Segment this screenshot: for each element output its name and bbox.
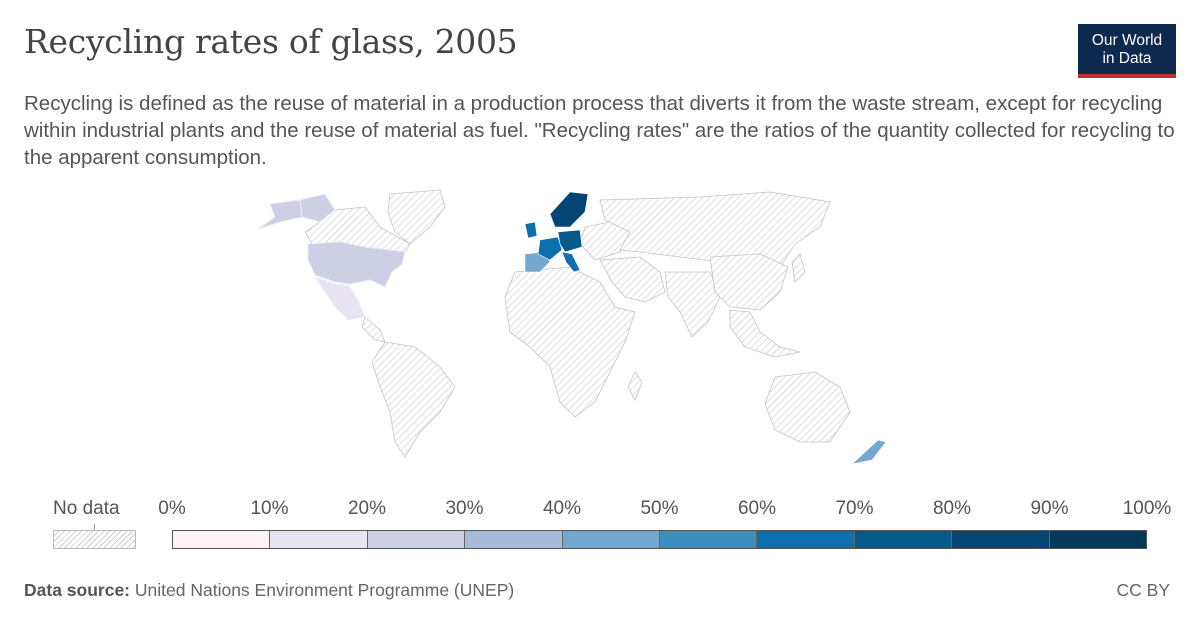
- world-map: [257, 189, 887, 465]
- legend-color-scale: [172, 530, 1147, 549]
- south-asia-shape: [664, 271, 721, 338]
- middle-east-shape: [599, 256, 666, 303]
- no-data-label: No data: [53, 498, 120, 519]
- legend-bin-8[interactable]: [952, 531, 1050, 548]
- legend-tick-label: 90%: [1030, 498, 1069, 519]
- legend-bin-5[interactable]: [660, 531, 758, 548]
- legend-tick-label: 100%: [1122, 498, 1172, 519]
- south-america-shape: [371, 341, 456, 458]
- central-europe-region: [557, 229, 583, 253]
- legend-bin-9[interactable]: [1049, 531, 1147, 548]
- legend-tick-label: 60%: [737, 498, 777, 519]
- legend-tick-label: 0%: [158, 498, 186, 519]
- color-legend: No data 0% 10% 20% 30% 40% 50% 60% 70% 80% 90% 100…: [0, 490, 1200, 560]
- france-region: [537, 236, 563, 261]
- logo-line-2: in Data: [1102, 50, 1152, 67]
- east-asia-shape: [709, 253, 789, 311]
- legend-bin-3[interactable]: [465, 531, 563, 548]
- no-data-swatch: [53, 530, 136, 549]
- legend-tick-label: 10%: [250, 498, 289, 519]
- japan-shape: [791, 253, 806, 283]
- legend-tick-label: 20%: [347, 498, 387, 519]
- greenland-shape: [387, 189, 446, 245]
- chart-subtitle: Recycling is defined as the reuse of mat…: [24, 92, 1175, 169]
- alaska-region: [257, 199, 303, 230]
- madagascar-shape: [627, 371, 643, 401]
- legend-tick-label: 70%: [835, 498, 874, 519]
- legend-bin-6[interactable]: [757, 531, 855, 548]
- mexico-region: [314, 276, 366, 321]
- southeast-asia-shape: [729, 309, 801, 358]
- legend-bin-0[interactable]: [173, 531, 271, 548]
- new-zealand-region: [851, 439, 887, 465]
- scandinavia-region: [549, 191, 589, 228]
- legend-tick-label: 80%: [932, 498, 972, 519]
- logo-line-1: Our World: [1091, 32, 1163, 49]
- australia-shape: [764, 371, 851, 443]
- chart-title: Recycling rates of glass, 2005: [24, 22, 518, 61]
- legend-bin-2[interactable]: [367, 531, 466, 548]
- legend-tick-label: 40%: [542, 498, 582, 519]
- source-text: United Nations Environment Programme (UN…: [134, 580, 515, 600]
- data-source: Data source: United Nations Environment …: [24, 580, 514, 601]
- central-america-shape: [361, 316, 386, 343]
- legend-bin-4[interactable]: [562, 531, 661, 548]
- legend-tick-label: 30%: [445, 498, 484, 519]
- uk-region: [524, 221, 538, 239]
- italy-region: [561, 251, 581, 273]
- legend-bin-7[interactable]: [854, 531, 953, 548]
- legend-tick-label: 50%: [640, 498, 679, 519]
- no-data-tick: [94, 524, 95, 530]
- legend-bin-1[interactable]: [270, 531, 368, 548]
- usa-region: [307, 241, 406, 288]
- license[interactable]: CC BY: [1116, 580, 1170, 600]
- owid-logo[interactable]: Our World in Data: [1078, 24, 1176, 78]
- map-land: [257, 189, 851, 458]
- source-label: Data source:: [24, 580, 131, 600]
- africa-shape: [504, 266, 636, 418]
- map-data-regions: [257, 191, 887, 465]
